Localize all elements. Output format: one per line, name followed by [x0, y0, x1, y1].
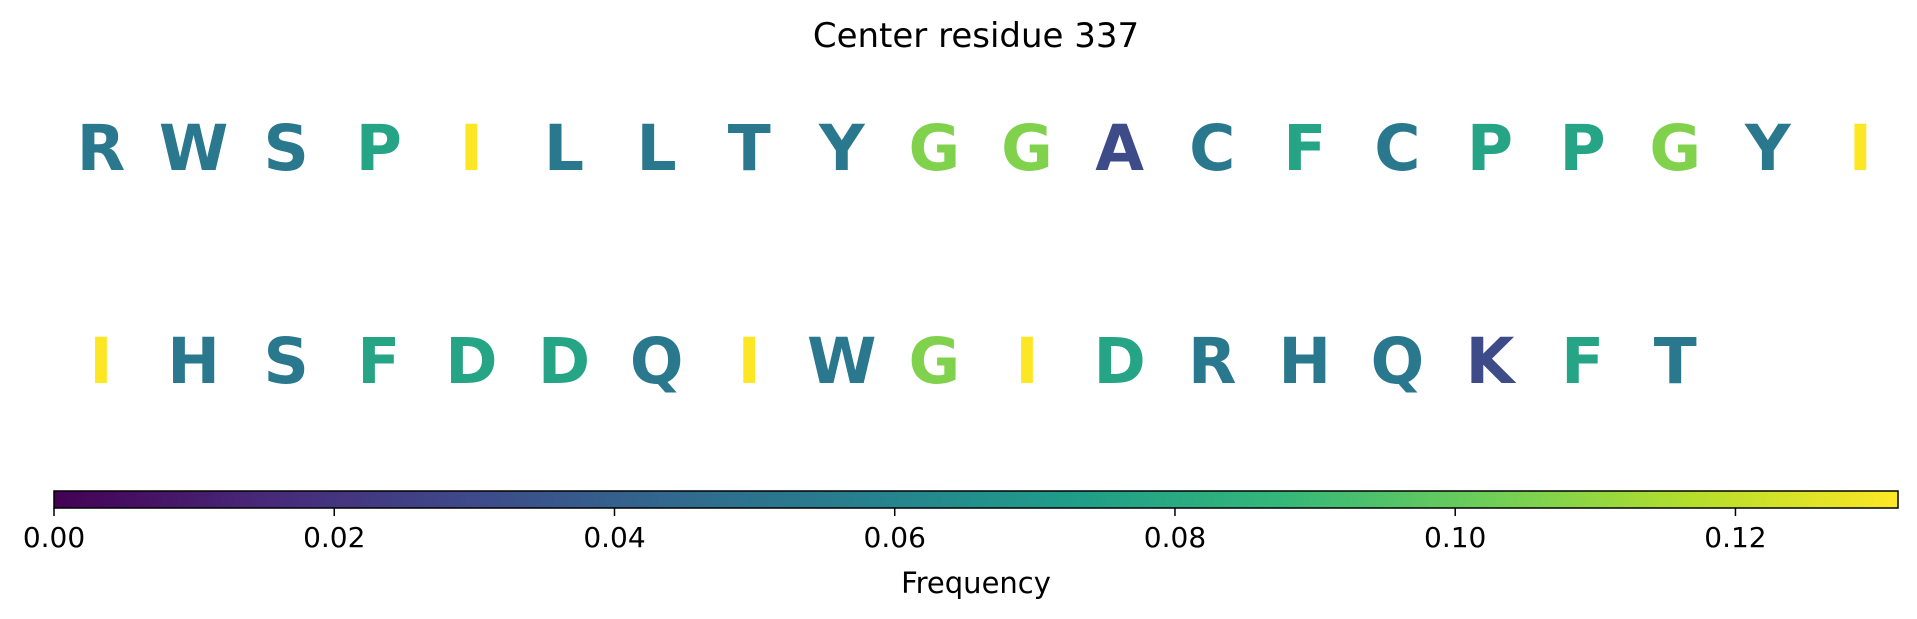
residue-letter: G: [1649, 112, 1701, 185]
residue-letter: D: [445, 325, 497, 398]
residue-letter: A: [1095, 112, 1144, 185]
residue-letter: G: [1001, 112, 1053, 185]
residue-letter: R: [1188, 325, 1237, 398]
residue-letter: W: [159, 112, 229, 185]
residue-letter: R: [77, 112, 126, 185]
colorbar-tick-label: 0.00: [23, 521, 85, 554]
colorbar-ticks: 0.00 0.02 0.04 0.06 0.08 0.10 0.12: [23, 508, 1767, 554]
colorbar-tick-label: 0.02: [303, 521, 365, 554]
residue-letters: R W S P I L L T Y G G A C F C P P G Y II H S F D D Q I W G I D R H Q K F T: [77, 112, 1872, 398]
residue-letter: C: [1189, 112, 1235, 185]
residue-letter: F: [1283, 112, 1326, 185]
colorbar-frame: [53, 490, 1899, 509]
residue-letter: H: [167, 325, 220, 398]
residue-letter: I: [1849, 112, 1872, 185]
residue-letter: Q: [1371, 325, 1425, 398]
residue-letter: K: [1466, 325, 1517, 398]
residue-letter: G: [909, 112, 961, 185]
residue-letter: L: [637, 112, 677, 185]
residue-letter: P: [1560, 112, 1606, 185]
colorbar-tick-label: 0.10: [1424, 521, 1486, 554]
residue-letter: I: [89, 325, 112, 398]
residue-letter: I: [1015, 325, 1038, 398]
residue-letter: G: [909, 325, 961, 398]
residue-letter: F: [357, 325, 400, 398]
colorbar-tick-label: 0.04: [583, 521, 645, 554]
residue-letter: H: [1278, 325, 1331, 398]
colorbar-label: Frequency: [901, 566, 1051, 600]
residue-letter: P: [356, 112, 402, 185]
residue-letter: D: [538, 325, 590, 398]
residue-letter: I: [737, 325, 760, 398]
residue-letter: I: [460, 112, 483, 185]
residue-letter: P: [1467, 112, 1513, 185]
residue-letter: Y: [818, 112, 866, 185]
residue-letter: T: [728, 112, 771, 185]
residue-letter: W: [807, 325, 877, 398]
residue-letter: L: [544, 112, 584, 185]
colorbar-tick-label: 0.08: [1144, 521, 1206, 554]
colorbar-tick-label: 0.12: [1704, 521, 1766, 554]
colorbar-tick-label: 0.06: [864, 521, 926, 554]
residue-letter: Q: [630, 325, 684, 398]
residue-letter: S: [264, 112, 309, 185]
residue-letter: Y: [1744, 112, 1792, 185]
chart-title: Center residue 337: [813, 16, 1139, 56]
residue-letter: T: [1654, 325, 1697, 398]
colorbar-gradient: [54, 491, 1898, 508]
residue-letter: C: [1374, 112, 1420, 185]
residue-letter: S: [264, 325, 309, 398]
colorbar: 0.00 0.02 0.04 0.06 0.08 0.10 0.12 Frequency: [23, 490, 1899, 600]
residue-letter: D: [1093, 325, 1145, 398]
residue-letter: F: [1561, 325, 1604, 398]
